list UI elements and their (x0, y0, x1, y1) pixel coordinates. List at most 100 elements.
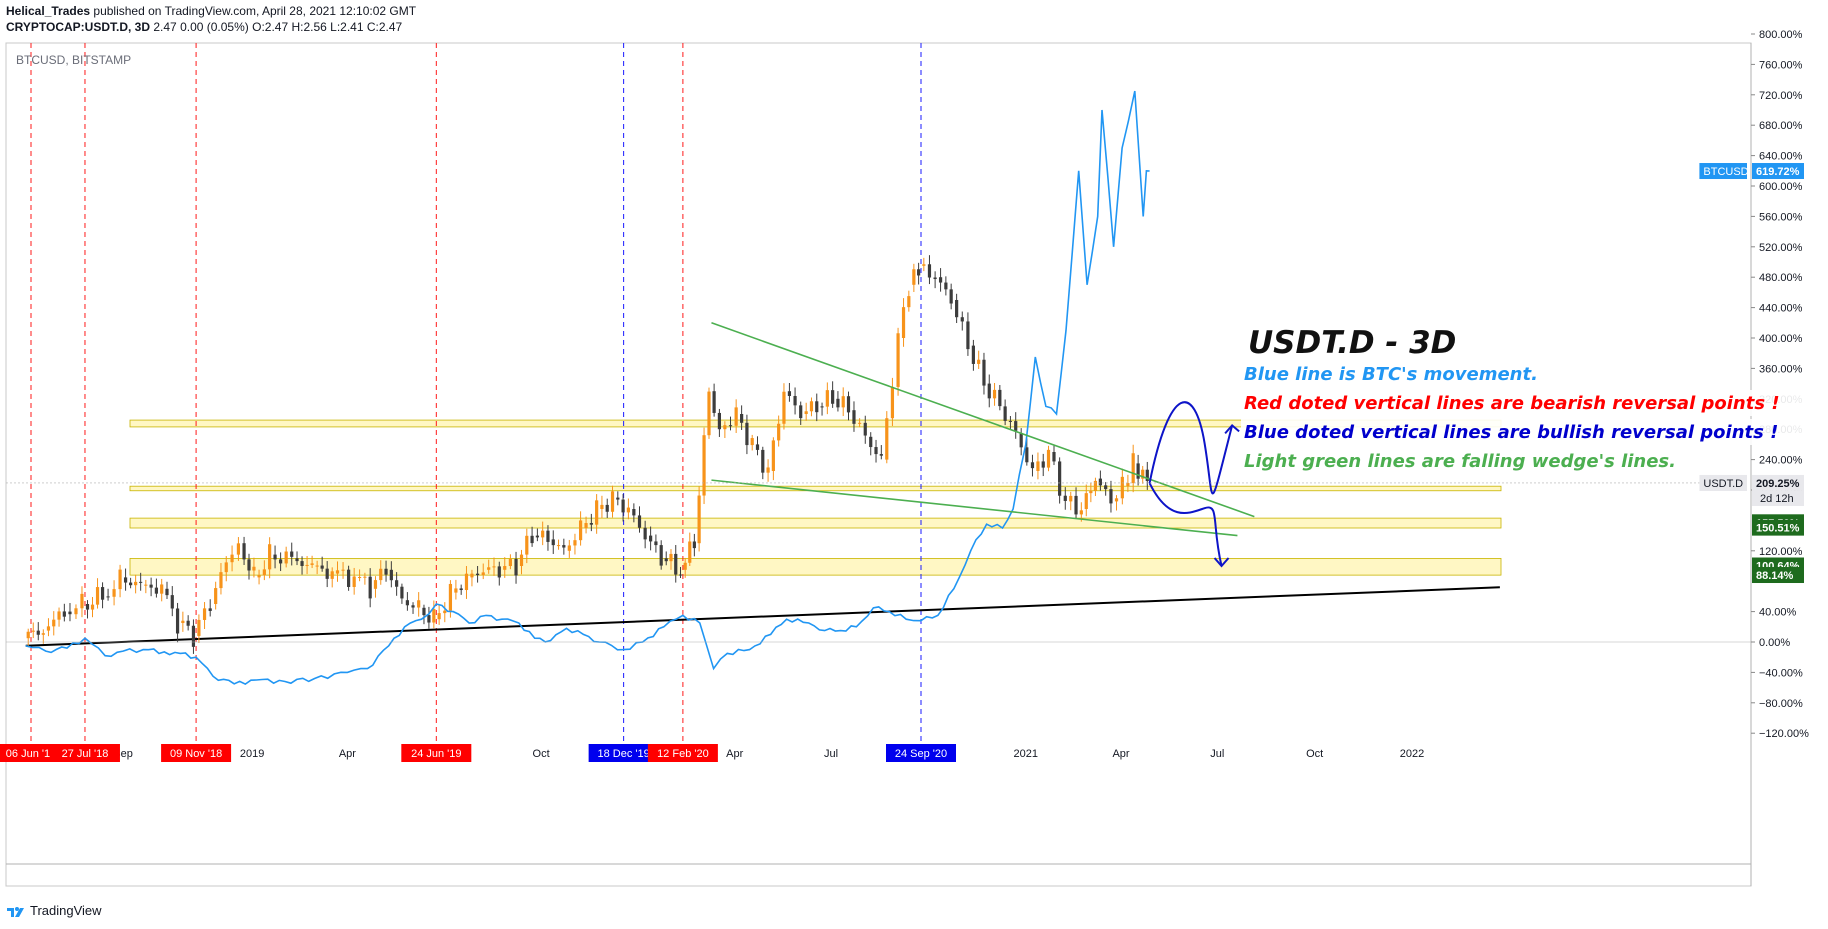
usdt-d-candle (987, 383, 991, 399)
usdt-d-candle (717, 412, 722, 430)
usdt-d-candle (896, 333, 900, 387)
usdt-d-candle (363, 576, 367, 578)
usdt-d-candle (320, 565, 324, 569)
x-axis-tick-label: 2019 (240, 748, 264, 760)
date-marker-bg (647, 744, 718, 762)
usdt-d-candle (584, 523, 588, 528)
usdt-d-candle (310, 563, 314, 565)
date-marker-text: 24 Sep '20 (895, 748, 947, 760)
usdt-d-candle (514, 558, 518, 576)
tradingview-brand: TradingView (30, 903, 102, 918)
usdt-d-candle (966, 321, 970, 350)
price-label-bg (1752, 519, 1804, 536)
projection-arrow (1224, 423, 1240, 435)
usdt-d-candle (411, 605, 415, 608)
usdt-d-candle (123, 577, 128, 583)
usdt-d-candle (422, 607, 426, 616)
usdt-d-candle (170, 595, 174, 609)
usdt-d-candle (1126, 483, 1130, 487)
support-resistance-zone (129, 517, 1502, 529)
usdt-d-candle (191, 625, 196, 647)
usdt-d-candle (804, 411, 808, 414)
usdt-d-candle (1145, 469, 1149, 481)
usdt-d-candle (405, 600, 409, 606)
y-axis-tick-label: 120.00% (1759, 546, 1803, 558)
usdt-d-candle (912, 269, 916, 285)
usdt-d-candle (809, 401, 814, 412)
usdt-d-candle (907, 296, 911, 308)
falling-wedge-line (711, 322, 1255, 518)
usdt-d-candle (761, 449, 765, 473)
usdt-d-candle (85, 604, 90, 610)
usdt-d-candle (955, 300, 959, 318)
usdt-d-candle (922, 264, 926, 266)
usdt-d-candle (1084, 493, 1088, 509)
usdt-d-candle (654, 541, 658, 546)
usdt-d-candle (46, 626, 51, 631)
usdt-d-candle (508, 558, 512, 567)
usdt-d-candle (755, 444, 760, 450)
usdt-d-candle (242, 543, 246, 560)
usdt-d-candle (600, 504, 604, 509)
usdt-d-candle (181, 620, 185, 623)
usdt-d-candle (1141, 469, 1145, 479)
price-label-name-bg (1699, 163, 1747, 180)
usdt-d-candle (745, 422, 749, 446)
author-name[interactable]: Helical_Trades (6, 4, 91, 18)
price-label-name: BTCUSD (1703, 166, 1748, 178)
usdt-d-candle (750, 438, 754, 446)
y-axis-tick-label: 680.00% (1759, 120, 1803, 132)
usdt-d-candle (230, 554, 234, 563)
usdt-d-candle (649, 535, 653, 542)
symbol-name[interactable]: CRYPTOCAP:USDT.D, 3D (6, 20, 151, 34)
y-axis-tick-label: −80.00% (1759, 698, 1803, 710)
usdt-d-candle (944, 282, 948, 290)
usdt-d-candle (252, 566, 256, 571)
usdt-d-candle (257, 575, 261, 578)
usdt-d-candle (728, 425, 733, 427)
usdt-d-candle (535, 535, 539, 538)
usdt-d-candle (384, 568, 388, 575)
usdt-d-candle (1074, 495, 1078, 515)
usdt-d-candle (697, 495, 701, 544)
usdt-d-candle (68, 611, 72, 615)
usdt-d-candle (219, 572, 223, 589)
date-marker-text: 18 Dec '19 (598, 748, 650, 760)
usdt-d-candle (820, 406, 824, 408)
usdt-d-candle (815, 401, 819, 413)
support-resistance-zone (129, 485, 1502, 492)
x-axis-tick-label: Oct (1306, 748, 1323, 760)
tradingview-footer[interactable]: TradingView (6, 903, 102, 918)
usdt-d-candle (284, 551, 288, 564)
annotation-line-bg (1241, 448, 1718, 474)
x-axis-tick-label: Jul (1210, 748, 1224, 760)
x-axis-tick-label: Jul (824, 748, 838, 760)
date-marker-label: 06 Jun '18 (0, 744, 66, 762)
usdt-d-candle (247, 559, 251, 571)
annotation-title-bg (1239, 322, 1427, 364)
usdt-d-candle (1019, 433, 1023, 448)
usdt-d-candle (551, 539, 555, 546)
usdt-d-candle (519, 554, 524, 566)
usdt-d-candle (659, 545, 663, 566)
usdt-d-candle (825, 390, 829, 407)
date-marker-label: 09 Nov '18 (161, 744, 232, 762)
usdt-d-candle (464, 573, 469, 591)
usdt-d-candle (454, 588, 458, 593)
usdt-d-candle (160, 584, 164, 594)
x-axis-tick-label: 2021 (1014, 748, 1038, 760)
usdt-d-candle (290, 551, 294, 557)
usdt-d-candle (144, 584, 148, 586)
publish-info: Helical_Trades published on TradingView.… (6, 4, 416, 18)
usdt-d-candle (368, 576, 372, 599)
usdt-d-candle (80, 593, 84, 609)
usdt-d-candle (863, 422, 867, 436)
usdt-d-candle (1109, 489, 1113, 504)
annotation-line: Blue doted vertical lines are bullish re… (1244, 422, 1778, 443)
ohlc-values: 2.47 0.00 (0.05%) O:2.47 H:2.56 L:2.41 C… (153, 20, 403, 34)
usdt-d-candle (379, 568, 383, 581)
usdt-d-candle (573, 540, 577, 546)
price-label-name-bg (1699, 474, 1747, 491)
usdt-d-candle (432, 609, 436, 623)
